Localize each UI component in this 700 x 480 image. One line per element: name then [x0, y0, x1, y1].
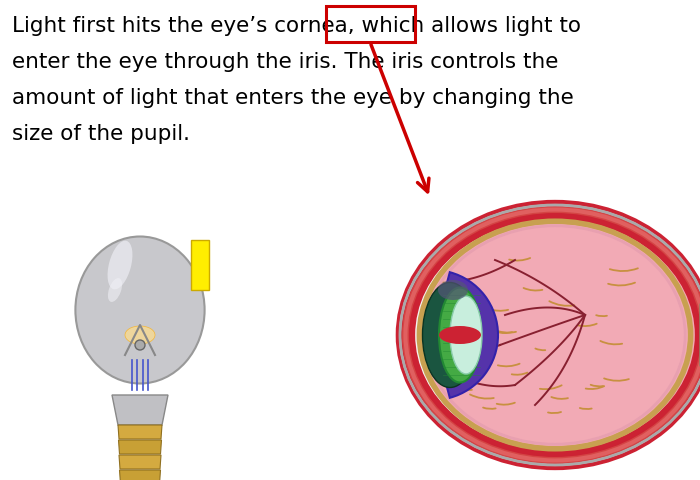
Polygon shape	[119, 455, 161, 469]
Wedge shape	[433, 272, 498, 398]
Polygon shape	[118, 440, 162, 454]
Text: Light first hits the eye’s cornea, which allows light to: Light first hits the eye’s cornea, which…	[12, 16, 581, 36]
Polygon shape	[118, 425, 162, 439]
Ellipse shape	[450, 296, 482, 374]
Ellipse shape	[400, 205, 700, 465]
Polygon shape	[112, 395, 168, 425]
Bar	[326, 6, 415, 42]
Text: enter the eye through the iris. The iris controls the: enter the eye through the iris. The iris…	[12, 52, 559, 72]
Ellipse shape	[125, 326, 155, 344]
Ellipse shape	[439, 326, 481, 344]
Ellipse shape	[438, 280, 468, 300]
Ellipse shape	[108, 240, 132, 289]
Ellipse shape	[76, 237, 204, 384]
Polygon shape	[120, 470, 160, 480]
Ellipse shape	[423, 283, 477, 387]
Ellipse shape	[419, 216, 700, 453]
Ellipse shape	[135, 340, 145, 350]
Bar	[191, 240, 209, 290]
Text: amount of light that enters the eye by changing the: amount of light that enters the eye by c…	[12, 88, 574, 108]
Ellipse shape	[108, 278, 122, 302]
Text: size of the pupil.: size of the pupil.	[12, 124, 190, 144]
Ellipse shape	[439, 288, 481, 383]
